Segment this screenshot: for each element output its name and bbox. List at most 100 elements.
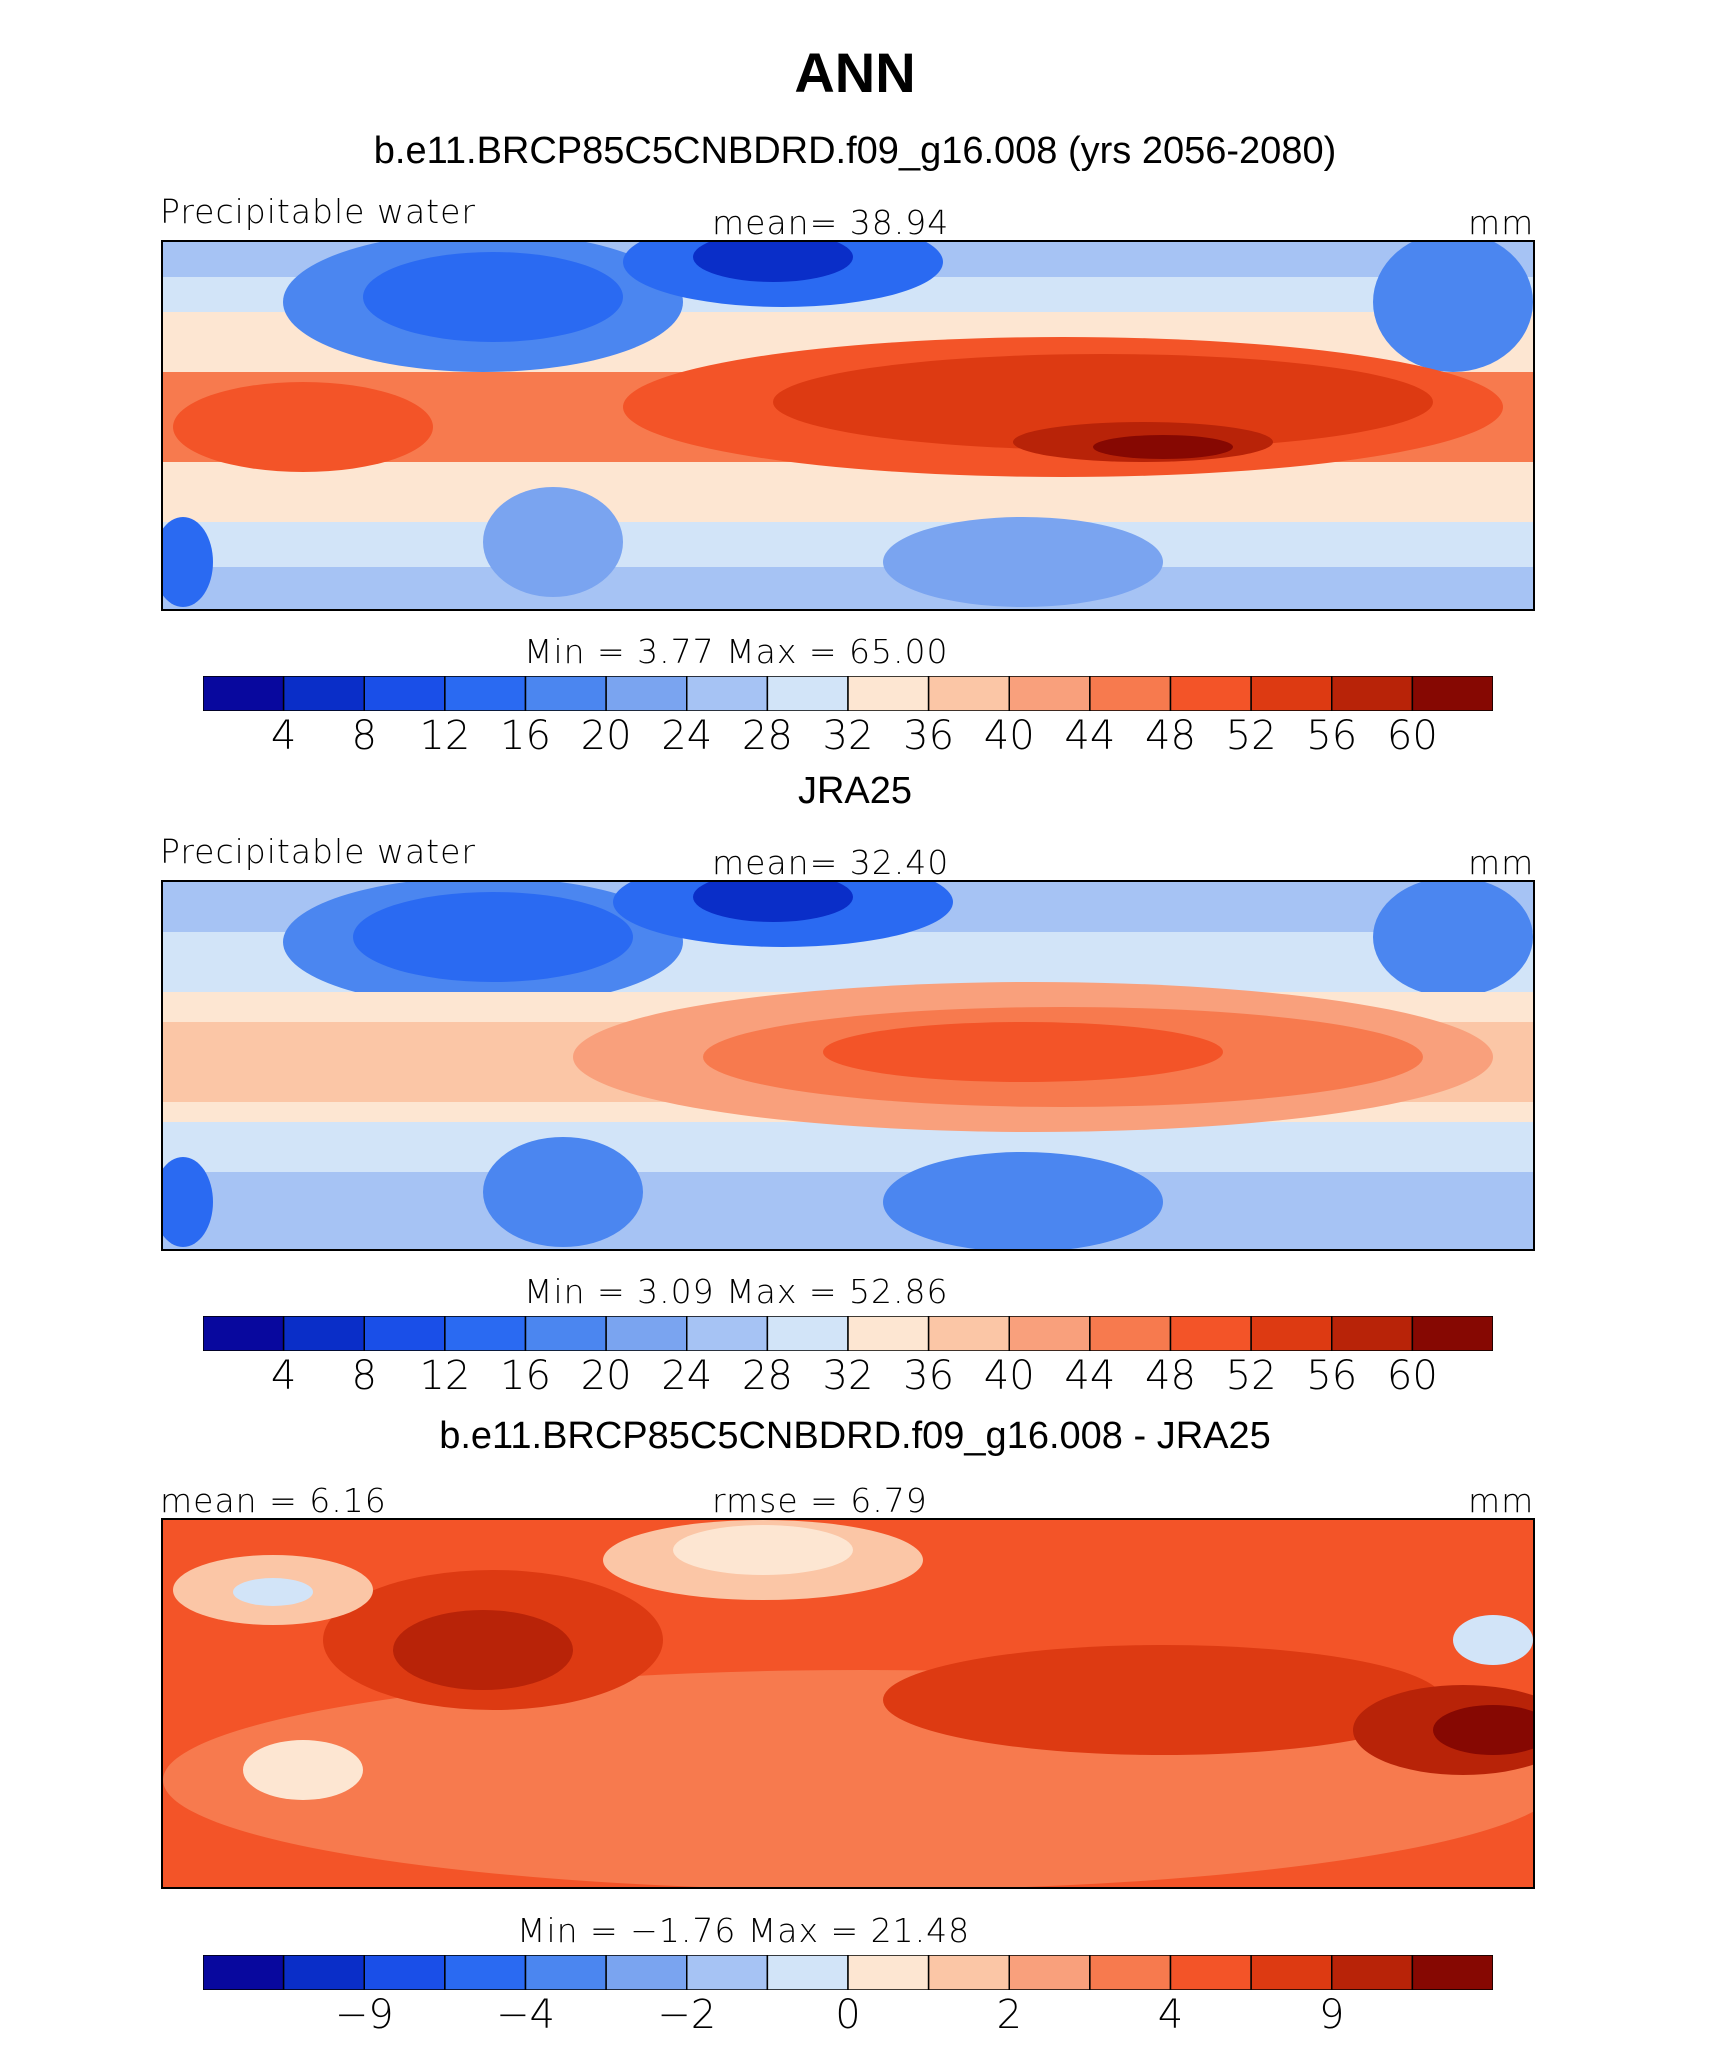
colorbar-swatch (766, 1316, 849, 1351)
colorbar-swatch (203, 1955, 285, 1990)
colorbar-tick-label: 12 (419, 1353, 471, 1399)
colorbar-swatch (1089, 1955, 1172, 1990)
colorbar-tick-label: 28 (741, 1353, 793, 1399)
colorbar-tick-label: 40 (983, 1353, 1035, 1399)
colorbar-swatch (1008, 1316, 1091, 1351)
colorbar-swatch (605, 676, 688, 711)
panel-1-title: b.e11.BRCP85C5CNBDRD.f09_g16.008 (yrs 20… (373, 130, 1337, 172)
colorbar-swatch (1169, 1316, 1252, 1351)
colorbar-swatch (1331, 1316, 1414, 1351)
colorbar-tick-label: −2 (657, 1992, 717, 2038)
panel-1-colorbar-swatches (203, 676, 1493, 711)
colorbar-swatch (363, 676, 446, 711)
panel-3-map (161, 1518, 1535, 1889)
colorbar-tick-label: 8 (351, 713, 377, 759)
colorbar-swatch (686, 1955, 769, 1990)
colorbar-swatch (1411, 1955, 1493, 1990)
colorbar-tick-label: 52 (1225, 1353, 1277, 1399)
panel-3-colorbar (203, 1955, 1493, 1990)
colorbar-tick-label: 24 (661, 1353, 713, 1399)
colorbar-tick-label: 20 (580, 713, 632, 759)
colorbar-tick-label: 36 (903, 713, 955, 759)
colorbar-swatch (605, 1955, 688, 1990)
colorbar-tick-label: 40 (983, 713, 1035, 759)
colorbar-tick-label: 24 (661, 713, 713, 759)
panel-1-colorbar (203, 676, 1493, 711)
colorbar-swatch (524, 676, 607, 711)
panel-3-mean-label: mean = 6.16 (160, 1481, 387, 1520)
colorbar-tick-label: 52 (1225, 713, 1277, 759)
colorbar-swatch (1250, 1316, 1333, 1351)
panel-1-variable-label: Precipitable water (160, 192, 476, 231)
panel-2-map-field (163, 882, 1533, 1249)
colorbar-tick-label: 32 (822, 1353, 874, 1399)
colorbar-tick-label: 36 (903, 1353, 955, 1399)
panel-2-variable-label: Precipitable water (160, 832, 476, 871)
colorbar-swatch (605, 1316, 688, 1351)
colorbar-tick-label: −9 (334, 1992, 394, 2038)
colorbar-swatch (1008, 1955, 1091, 1990)
panel-1-minmax: Min = 3.77 Max = 65.00 (524, 632, 949, 671)
colorbar-swatch (847, 676, 930, 711)
panel-3-minmax: Min = −1.76 Max = 21.48 (517, 1911, 971, 1950)
colorbar-tick-label: −4 (496, 1992, 555, 2038)
colorbar-swatch (1089, 676, 1172, 711)
colorbar-tick-label: 9 (1319, 1992, 1345, 2038)
panel-3-title: b.e11.BRCP85C5CNBDRD.f09_g16.008 - JRA25 (439, 1415, 1271, 1457)
panel-1-map-field (163, 242, 1533, 609)
colorbar-swatch (766, 676, 849, 711)
colorbar-swatch (1411, 676, 1493, 711)
colorbar-swatch (363, 1955, 446, 1990)
colorbar-swatch (927, 1316, 1011, 1351)
panel-2-map (161, 880, 1535, 1251)
colorbar-tick-label: 48 (1145, 713, 1196, 759)
colorbar-tick-label: 0 (835, 1992, 861, 2038)
colorbar-swatch (203, 676, 285, 711)
colorbar-swatch (1169, 1955, 1252, 1990)
colorbar-swatch (444, 676, 527, 711)
panel-1-ticks: 4 8 12 16 20 24 28 32 36 40 44 48 52 56 60 (203, 713, 1493, 761)
colorbar-tick-label: 32 (822, 713, 874, 759)
colorbar-swatch (524, 1955, 607, 1990)
figure-title: ANN (794, 41, 916, 104)
panel-3-units-label: mm (1468, 1481, 1535, 1520)
panel-1-mean-label: mean= 38.94 (712, 203, 950, 242)
colorbar-tick-label: 56 (1306, 713, 1358, 759)
panel-3-colorbar-swatches (203, 1955, 1493, 1990)
panel-1-map (161, 240, 1535, 611)
colorbar-tick-label: 60 (1386, 1353, 1438, 1399)
colorbar-swatch (766, 1955, 849, 1990)
panel-2-title: JRA25 (797, 770, 913, 812)
colorbar-tick-label: 4 (1157, 1992, 1184, 2038)
panel-3-ticks: −9 −4 −2 0 2 4 9 (203, 1992, 1493, 2040)
colorbar-swatch (282, 676, 366, 711)
colorbar-swatch (847, 1955, 930, 1990)
colorbar-swatch (363, 1316, 446, 1351)
panel-2-minmax: Min = 3.09 Max = 52.86 (524, 1272, 949, 1311)
colorbar-tick-label: 2 (996, 1992, 1022, 2038)
panel-2-units-label: mm (1468, 843, 1535, 882)
colorbar-swatch (1331, 676, 1414, 711)
colorbar-swatch (444, 1955, 527, 1990)
panel-3-map-field (163, 1520, 1533, 1887)
colorbar-swatch (1169, 676, 1252, 711)
colorbar-swatch (1250, 1955, 1333, 1990)
panel-2-colorbar-swatches (203, 1316, 1493, 1351)
colorbar-swatch (282, 1955, 366, 1990)
colorbar-swatch (927, 1955, 1011, 1990)
colorbar-swatch (203, 1316, 285, 1351)
colorbar-tick-label: 4 (270, 713, 297, 759)
colorbar-tick-label: 56 (1306, 1353, 1358, 1399)
colorbar-swatch (282, 1316, 366, 1351)
colorbar-tick-label: 48 (1145, 1353, 1196, 1399)
panel-2-ticks: 4 8 12 16 20 24 28 32 36 40 44 48 52 56 60 (203, 1353, 1493, 1401)
colorbar-swatch (1331, 1955, 1414, 1990)
colorbar-swatch (686, 1316, 769, 1351)
colorbar-swatch (1250, 676, 1333, 711)
colorbar-swatch (927, 676, 1011, 711)
colorbar-swatch (444, 1316, 527, 1351)
colorbar-tick-label: 12 (419, 713, 471, 759)
colorbar-swatch (1411, 1316, 1493, 1351)
colorbar-swatch (686, 676, 769, 711)
panel-3-rmse-label: rmse = 6.79 (712, 1481, 928, 1520)
